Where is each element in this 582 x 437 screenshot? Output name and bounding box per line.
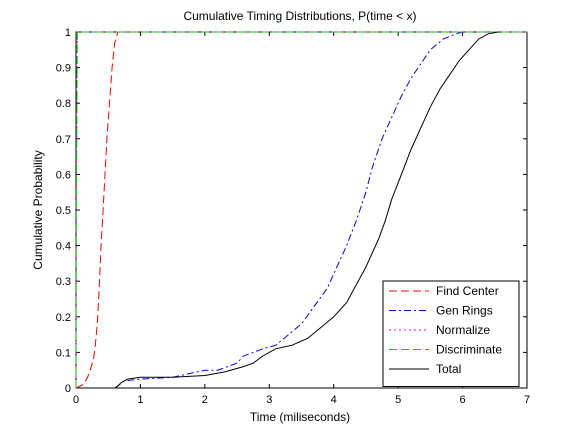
- y-tick-label: 0.7: [56, 134, 71, 146]
- x-tick-label: 1: [137, 394, 143, 406]
- legend-label: Find Center: [436, 284, 499, 298]
- x-tick-label: 4: [331, 394, 337, 406]
- x-tick-label: 6: [460, 394, 466, 406]
- y-tick-label: 0.1: [56, 347, 71, 359]
- x-tick-label: 3: [266, 394, 272, 406]
- x-tick-label: 0: [73, 394, 79, 406]
- y-tick-label: 0: [65, 383, 71, 395]
- series-line-gen-rings: [114, 31, 463, 389]
- x-tick-label: 2: [202, 394, 208, 406]
- legend-label: Total: [436, 362, 461, 376]
- y-tick-label: 0.9: [56, 63, 71, 75]
- y-tick-label: 0.6: [56, 169, 71, 181]
- legend-label: Normalize: [436, 323, 490, 337]
- y-tick-label: 0.2: [56, 312, 71, 324]
- x-axis-label: Time (miliseconds): [250, 410, 350, 424]
- y-tick-label: 0.5: [56, 205, 71, 217]
- y-tick-label: 0.3: [56, 276, 71, 288]
- x-tick-label: 7: [524, 394, 530, 406]
- x-tick-label: 5: [395, 394, 401, 406]
- series-line-discriminate: [75, 31, 527, 389]
- y-tick-label: 1: [65, 27, 71, 39]
- y-tick-label: 0.8: [56, 98, 71, 110]
- series-line-total: [115, 31, 499, 389]
- y-tick-label: 0.4: [56, 241, 71, 253]
- legend-label: Gen Rings: [436, 304, 493, 318]
- legend: Find Center Gen Rings Normalize Discriminat…: [382, 280, 520, 387]
- y-axis-label: Cumulative Probability: [31, 150, 45, 269]
- legend-label: Discriminate: [436, 343, 502, 357]
- chart-title: Cumulative Timing Distributions, P(time …: [183, 9, 416, 23]
